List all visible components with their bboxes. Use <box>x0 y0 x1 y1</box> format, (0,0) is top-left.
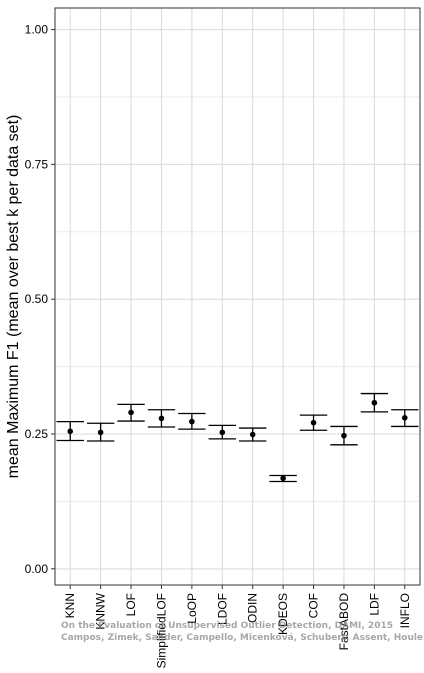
mean-point <box>189 418 195 425</box>
mean-point <box>97 429 104 436</box>
x-tick-label: LoOP <box>185 593 199 624</box>
y-tick-label: 1.00 <box>25 23 49 37</box>
data-marks <box>56 392 419 483</box>
y-axis-title: mean Maximum F1 (mean over best k per da… <box>5 115 22 479</box>
x-tick-label: LDF <box>367 593 381 616</box>
mean-point <box>401 415 408 421</box>
mean-point <box>67 428 74 435</box>
mean-point <box>280 475 286 482</box>
mean-point <box>249 431 256 438</box>
grid <box>55 8 420 585</box>
x-tick-label: LDOF <box>215 593 229 625</box>
x-tick-label: LOF <box>124 593 138 616</box>
mean-point <box>310 419 317 426</box>
mean-point <box>371 399 378 406</box>
y-tick-label: 0.25 <box>25 427 49 441</box>
mean-point <box>128 409 134 416</box>
mean-point <box>158 415 165 422</box>
panel-border <box>54 7 421 586</box>
y-axis: 0.00 0.25 0.50 0.75 1.00 <box>25 23 55 576</box>
x-tick-label: SimplifiedLOF <box>154 593 168 668</box>
watermark-line-2: Campos, Zimek, Sander, Campello, Micenko… <box>61 633 423 643</box>
x-tick-label: INFLO <box>398 593 412 628</box>
mean-point <box>219 429 226 436</box>
x-tick-label: KNN <box>63 593 77 618</box>
x-axis: KNN KNNW LOF SimplifiedLOF LoOP LDOF ODIN KDEOS… <box>63 585 412 668</box>
y-tick-label: 0.75 <box>25 157 49 171</box>
x-tick-label: KNNW <box>94 592 108 629</box>
watermark-line-1: On the Evaluation of Unsupervised Outlie… <box>61 621 393 631</box>
y-tick-label: 0.00 <box>25 562 49 576</box>
panel-background <box>55 8 420 585</box>
x-tick-label: ODIN <box>246 593 260 623</box>
y-tick-label: 0.50 <box>25 292 49 306</box>
x-tick-label: FastABOD <box>337 593 351 651</box>
x-tick-label: COF <box>307 593 321 618</box>
x-tick-label: KDEOS <box>276 593 290 635</box>
mean-point <box>341 432 347 439</box>
watermark: On the Evaluation of Unsupervised Outlie… <box>61 621 423 643</box>
